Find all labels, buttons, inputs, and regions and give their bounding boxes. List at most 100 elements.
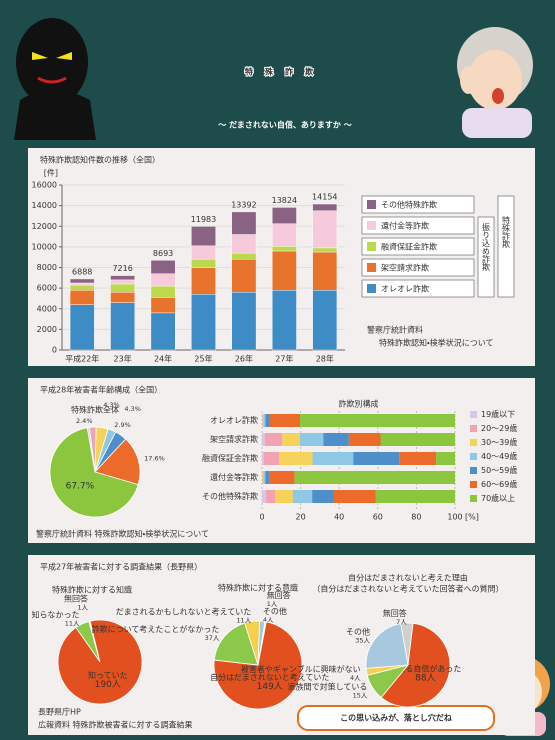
bar-segment	[282, 433, 300, 446]
bar-segment	[111, 292, 135, 302]
pie-value-label: 35人	[355, 637, 370, 645]
pie-category-label: 知らなかった	[32, 609, 80, 619]
bar-segment	[323, 433, 348, 446]
pie-category-label: その他	[346, 626, 370, 636]
bar-segment	[151, 297, 175, 312]
y-tick-label: 16000	[32, 181, 57, 190]
total-label: 14154	[312, 193, 337, 202]
legend-swatch	[470, 411, 477, 418]
x-tick-label: 0	[259, 513, 264, 522]
pie-value-label: 2.4%	[76, 417, 93, 425]
bar-segment	[151, 313, 175, 350]
pie-value-label: 1人	[267, 600, 278, 608]
pie-category-label: 無回答	[383, 608, 407, 618]
bar-segment	[232, 292, 256, 350]
bar-segment	[262, 433, 265, 446]
pie-value-label: 1人	[77, 604, 88, 612]
pie-category-label: 知っていた	[88, 670, 128, 680]
panel-title: 平成28年被害者年齢構成（全国）	[40, 385, 162, 395]
bar-segment	[70, 279, 94, 283]
source-note: 警察庁統計資料 特殊詐欺認知・検挙状況について	[36, 529, 209, 539]
pie-value-label: 190人	[95, 680, 121, 690]
legend-label: オレオレ詐欺	[381, 284, 429, 294]
y-tick-label: 4000	[37, 304, 57, 313]
legend-label: その他特殊詐欺	[381, 200, 437, 210]
pie-value-label: 15人	[353, 692, 368, 700]
bar-segment	[272, 207, 296, 223]
legend-swatch	[470, 481, 477, 488]
bar-segment	[381, 433, 455, 446]
legend-label: 融資保証金詐欺	[381, 242, 437, 252]
x-tick-label: 27年	[275, 354, 293, 364]
y-tick-label: 14000	[32, 201, 57, 210]
x-tick-label: 25年	[194, 354, 212, 364]
x-tick-label: 60	[373, 513, 383, 522]
pie-value-label: 17.6%	[144, 454, 165, 462]
bar-segment	[313, 290, 337, 350]
total-label: 11983	[191, 215, 216, 224]
bar-segment	[151, 274, 175, 286]
x-tick-label: 26年	[235, 354, 253, 364]
y-tick-label: 10000	[32, 242, 57, 251]
pie-value-label: 4.3%	[124, 405, 141, 413]
legend-label: 還付金等詐欺	[381, 221, 429, 231]
y-tick-label: 融資保証金詐欺	[202, 453, 258, 463]
pie-value-label: 37人	[205, 634, 220, 642]
bar-segment	[293, 490, 312, 503]
bar-segment	[262, 452, 264, 465]
pie-category-label: だまされるかもしれないと考えていた	[116, 607, 251, 616]
legend-swatch	[367, 263, 376, 272]
bar-segment	[111, 284, 135, 292]
bar-segment	[262, 414, 263, 427]
panel-title: 特殊詐欺認知件数の推移（全国）	[40, 155, 160, 165]
legend-swatch	[470, 453, 477, 460]
y-tick-label: 6000	[37, 284, 57, 293]
bar-segment	[151, 260, 175, 273]
legend-label: 20～29歳	[481, 423, 517, 433]
bar-segment	[111, 276, 135, 280]
bar-segment	[262, 490, 266, 503]
pie-value-label: 67.7%	[66, 481, 95, 491]
legend-swatch	[367, 200, 376, 209]
pie-value-label: 88人	[415, 673, 435, 683]
x-tick-label: 24年	[154, 354, 172, 364]
y-tick-label: 架空請求詐欺	[210, 434, 258, 444]
legend-label: 40～49歳	[481, 451, 517, 461]
bar-segment	[264, 452, 279, 465]
bar-segment	[111, 280, 135, 284]
bar-segment	[279, 452, 313, 465]
bar-segment	[264, 414, 266, 427]
legend-swatch	[367, 221, 376, 230]
bar-segment	[232, 253, 256, 259]
pie-value-label: 4.3%	[103, 401, 120, 409]
bar-segment	[191, 294, 215, 350]
chart-title: 特殊詐欺に対する知識	[52, 585, 132, 595]
bar-segment	[232, 212, 256, 235]
pie-label: 2.4%	[76, 417, 93, 425]
panel-title: 平成27年被害者に対する調査結果（長野県）	[40, 562, 202, 572]
bar-segment	[270, 414, 300, 427]
pie-category-label: 被害者やギャンブルに興味がない	[241, 663, 361, 673]
bar-segment	[313, 248, 337, 252]
y-tick-label: 12000	[32, 222, 57, 231]
bar-segment	[436, 452, 455, 465]
bar-segment	[191, 226, 215, 245]
bar-segment	[265, 414, 269, 427]
y-tick-label: 2000	[37, 325, 57, 334]
poster: 特殊詐欺 ～ だまされない自信、ありますか ～ 特殊詐欺認知件数の推移（全国） …	[0, 0, 555, 740]
y-tick-label: 0	[52, 346, 57, 355]
legend-label: 架空請求詐欺	[381, 263, 429, 273]
bar-segment	[265, 471, 269, 484]
bar-segment	[262, 471, 263, 484]
bar-segment	[232, 259, 256, 292]
legend-label: 70歳以上	[481, 493, 515, 503]
legend-swatch	[367, 242, 376, 251]
bar-segment	[70, 285, 94, 290]
bar-segment	[399, 452, 436, 465]
pie-label: 4.3%	[103, 401, 120, 409]
bar-segment	[70, 305, 94, 350]
bar-segment	[313, 211, 337, 248]
pie-category-label: 無回答	[64, 593, 88, 603]
pie-label: 2.9%	[114, 421, 131, 429]
bar-segment	[263, 414, 264, 427]
